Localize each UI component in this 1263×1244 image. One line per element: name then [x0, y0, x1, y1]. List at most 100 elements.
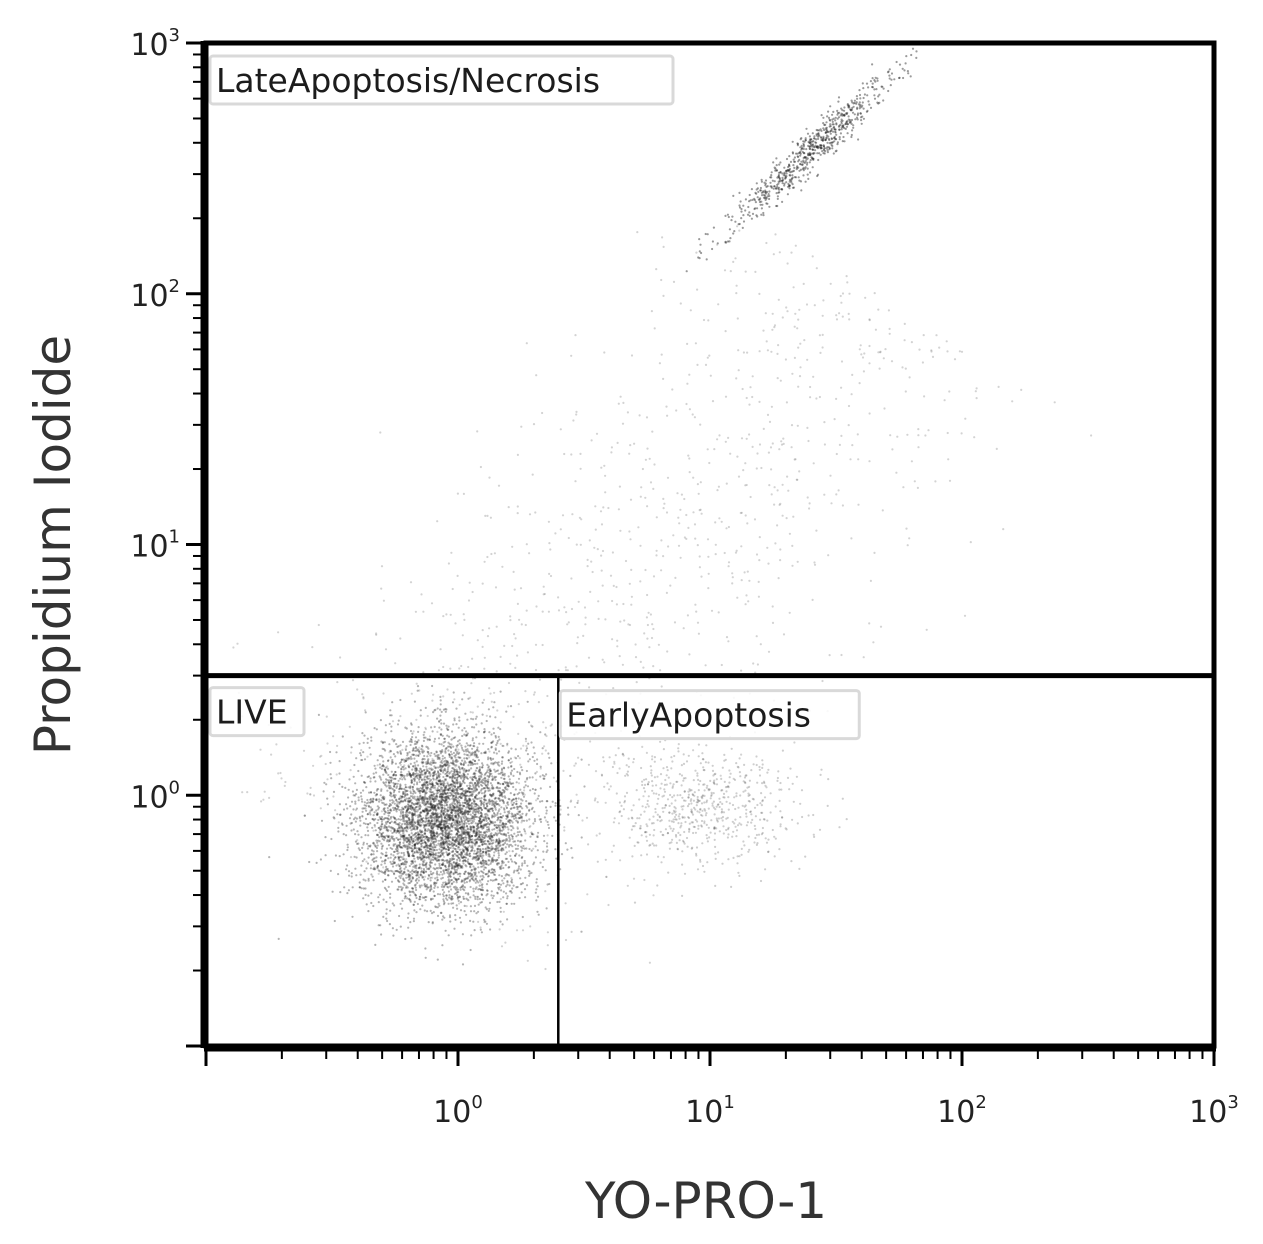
data-point [496, 819, 499, 822]
data-point [423, 909, 426, 912]
data-point [408, 812, 412, 815]
data-point [400, 874, 403, 877]
data-point [456, 864, 459, 867]
data-point [434, 877, 437, 880]
data-point [448, 847, 451, 850]
data-point [413, 777, 416, 780]
data-point [399, 826, 402, 829]
data-point [480, 808, 483, 811]
data-point [396, 823, 399, 826]
data-point [400, 771, 403, 774]
data-point [406, 846, 409, 849]
data-point [475, 788, 478, 791]
data-point [404, 789, 407, 792]
data-point [403, 806, 406, 809]
data-point [440, 821, 443, 824]
data-point [339, 813, 342, 817]
data-point [377, 826, 380, 830]
data-point [412, 891, 415, 894]
data-point [448, 827, 451, 830]
data-point [412, 820, 415, 824]
data-point [411, 768, 414, 771]
data-point [339, 813, 342, 816]
data-point [488, 798, 491, 801]
data-point [413, 780, 416, 783]
data-point [414, 894, 417, 897]
data-point [486, 804, 489, 808]
data-point [412, 917, 416, 920]
data-point [450, 895, 453, 898]
data-point [436, 958, 439, 961]
data-point [419, 767, 422, 770]
data-point [459, 793, 462, 796]
data-point [406, 793, 409, 796]
data-point [378, 798, 381, 801]
data-point [496, 859, 499, 862]
data-point [373, 811, 376, 814]
data-point [497, 883, 500, 886]
data-point [532, 746, 535, 749]
data-point [526, 785, 530, 788]
data-point [413, 743, 416, 746]
data-point [416, 776, 419, 780]
data-point [431, 811, 434, 814]
data-point [369, 822, 372, 825]
data-point [401, 773, 404, 777]
data-point [467, 801, 471, 804]
data-point [500, 771, 503, 774]
data-point [459, 806, 462, 809]
data-point [470, 869, 473, 872]
data-point [484, 789, 487, 792]
data-point [439, 803, 442, 806]
data-point [454, 918, 457, 921]
data-point [519, 788, 522, 791]
data-point [395, 818, 398, 821]
data-point [452, 774, 455, 777]
data-point [471, 793, 474, 796]
data-point [443, 847, 446, 850]
data-point [419, 714, 422, 717]
data-point [426, 760, 429, 763]
data-point [436, 906, 439, 909]
data-point [493, 775, 496, 778]
data-point [445, 869, 448, 872]
data-point [414, 736, 418, 739]
data-point [435, 848, 438, 852]
data-point [480, 815, 483, 818]
data-point [479, 818, 482, 821]
data-point [454, 791, 457, 795]
data-point [389, 756, 392, 759]
data-point [449, 750, 453, 753]
data-point [468, 854, 471, 858]
data-point [431, 783, 434, 786]
data-point [409, 894, 412, 897]
data-point [465, 853, 468, 857]
data-point [384, 878, 387, 881]
data-point [506, 881, 509, 884]
data-point [480, 812, 483, 815]
data-point [536, 895, 540, 898]
data-point [349, 805, 352, 808]
data-point [467, 795, 471, 798]
data-point [443, 768, 446, 772]
data-point [439, 893, 442, 896]
data-point [350, 875, 353, 878]
data-point [458, 766, 461, 769]
data-point [423, 832, 426, 835]
data-point [434, 797, 437, 801]
data-point [463, 825, 466, 828]
data-point [456, 897, 459, 900]
data-point [485, 847, 488, 850]
data-point [439, 806, 442, 809]
data-point [437, 753, 440, 757]
data-point [462, 780, 465, 784]
data-point [488, 869, 491, 872]
data-point [436, 870, 439, 873]
data-point [422, 871, 425, 874]
data-point [528, 818, 531, 821]
data-point [443, 859, 446, 862]
data-point [521, 819, 524, 822]
data-point [412, 765, 415, 768]
data-point [407, 912, 410, 915]
data-point [495, 743, 498, 747]
